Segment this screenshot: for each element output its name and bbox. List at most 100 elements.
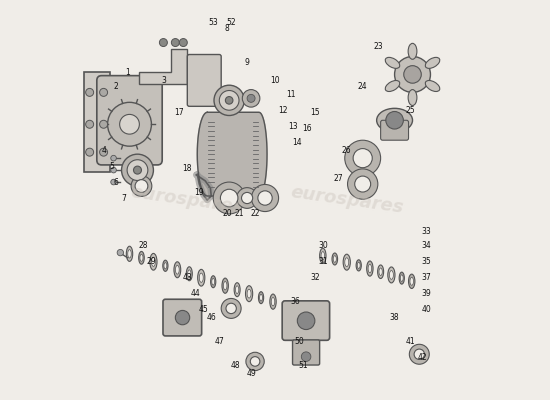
Ellipse shape <box>163 260 168 271</box>
Circle shape <box>100 148 108 156</box>
Text: 26: 26 <box>342 146 351 155</box>
Text: 28: 28 <box>139 241 148 250</box>
Text: 41: 41 <box>406 337 415 346</box>
FancyBboxPatch shape <box>293 340 320 365</box>
Circle shape <box>394 56 431 92</box>
Text: 31: 31 <box>318 257 328 266</box>
Ellipse shape <box>235 286 239 294</box>
Circle shape <box>117 250 124 256</box>
Circle shape <box>221 298 241 318</box>
Ellipse shape <box>223 282 227 290</box>
Circle shape <box>298 312 315 330</box>
Text: 24: 24 <box>358 82 367 91</box>
Circle shape <box>213 182 245 214</box>
Circle shape <box>86 148 94 156</box>
Text: 39: 39 <box>422 289 431 298</box>
Text: 22: 22 <box>250 210 260 218</box>
Text: 50: 50 <box>294 337 304 346</box>
Text: 12: 12 <box>278 106 288 115</box>
Ellipse shape <box>234 283 240 297</box>
Text: 49: 49 <box>246 369 256 378</box>
Ellipse shape <box>320 248 326 263</box>
Ellipse shape <box>321 252 324 260</box>
Ellipse shape <box>410 277 414 285</box>
Text: 6: 6 <box>113 178 118 186</box>
Text: 33: 33 <box>422 227 431 236</box>
Ellipse shape <box>425 80 440 92</box>
Circle shape <box>135 180 148 192</box>
Circle shape <box>243 90 260 107</box>
Ellipse shape <box>175 265 179 274</box>
Circle shape <box>175 310 190 325</box>
Circle shape <box>160 38 167 46</box>
Circle shape <box>172 38 179 46</box>
Ellipse shape <box>140 254 143 261</box>
Circle shape <box>386 112 403 129</box>
Ellipse shape <box>425 57 440 68</box>
Text: 44: 44 <box>190 289 200 298</box>
Circle shape <box>111 155 117 161</box>
Ellipse shape <box>271 298 275 306</box>
Circle shape <box>250 357 260 366</box>
Ellipse shape <box>126 246 133 261</box>
Circle shape <box>100 120 108 128</box>
Circle shape <box>86 120 94 128</box>
Ellipse shape <box>333 256 337 262</box>
Circle shape <box>127 160 148 180</box>
Ellipse shape <box>408 43 417 59</box>
Text: eurospares: eurospares <box>130 183 245 217</box>
Ellipse shape <box>186 267 192 281</box>
Text: 10: 10 <box>270 76 280 85</box>
Circle shape <box>122 154 153 186</box>
Circle shape <box>241 192 252 204</box>
Text: 18: 18 <box>183 164 192 173</box>
Ellipse shape <box>367 261 373 276</box>
Ellipse shape <box>389 270 393 279</box>
Ellipse shape <box>212 278 214 285</box>
Text: 27: 27 <box>334 174 344 182</box>
Text: 17: 17 <box>174 108 184 117</box>
Ellipse shape <box>358 262 360 268</box>
FancyBboxPatch shape <box>163 299 202 336</box>
Circle shape <box>404 66 421 83</box>
Text: 53: 53 <box>208 18 218 27</box>
Text: 37: 37 <box>422 273 431 282</box>
Text: 51: 51 <box>298 361 307 370</box>
Circle shape <box>409 344 429 364</box>
Ellipse shape <box>378 265 383 278</box>
Text: 21: 21 <box>234 210 244 218</box>
Ellipse shape <box>258 292 263 304</box>
Text: 13: 13 <box>288 122 298 131</box>
Circle shape <box>111 167 117 173</box>
Text: 35: 35 <box>422 257 431 266</box>
Circle shape <box>226 96 233 104</box>
Text: 52: 52 <box>227 18 236 27</box>
Text: 5: 5 <box>109 162 114 171</box>
Ellipse shape <box>400 275 403 282</box>
Circle shape <box>134 166 141 174</box>
Ellipse shape <box>377 108 412 132</box>
Circle shape <box>120 114 139 134</box>
Ellipse shape <box>409 274 415 288</box>
Circle shape <box>108 102 151 146</box>
Ellipse shape <box>399 272 404 284</box>
Text: 38: 38 <box>390 313 399 322</box>
Circle shape <box>251 184 279 212</box>
Ellipse shape <box>139 252 144 264</box>
Text: 23: 23 <box>374 42 383 51</box>
Text: 34: 34 <box>422 241 431 250</box>
FancyBboxPatch shape <box>97 76 162 165</box>
Text: 3: 3 <box>161 76 166 85</box>
Circle shape <box>355 176 371 192</box>
Ellipse shape <box>343 254 350 270</box>
Circle shape <box>353 148 372 168</box>
Circle shape <box>221 189 238 207</box>
Circle shape <box>348 169 378 199</box>
Text: 19: 19 <box>195 188 204 196</box>
Circle shape <box>179 38 188 46</box>
Text: 15: 15 <box>310 108 320 117</box>
Text: 30: 30 <box>318 241 328 250</box>
Text: 42: 42 <box>417 353 427 362</box>
Bar <box>84 72 109 172</box>
Ellipse shape <box>151 257 156 266</box>
